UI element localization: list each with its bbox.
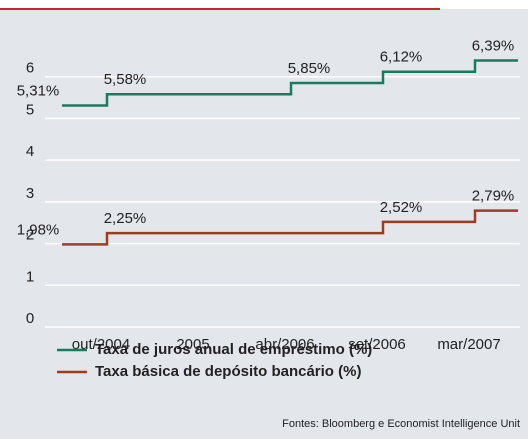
data-label: 1,98% <box>17 221 60 238</box>
data-label: 2,52% <box>380 199 423 216</box>
y-tick-label: 4 <box>26 143 34 160</box>
data-label: 5,31% <box>17 82 60 99</box>
x-tick-label: 2005 <box>176 336 209 353</box>
data-label: 2,25% <box>104 210 147 227</box>
x-tick-label: set/2006 <box>348 336 406 353</box>
step-line <box>62 209 518 246</box>
top-strip <box>0 0 528 9</box>
data-label: 6,39% <box>472 37 515 54</box>
data-label: 5,85% <box>288 60 331 77</box>
source: Fontes: Bloomberg e Economist Intelligen… <box>282 418 520 430</box>
x-tick-label: out/2004 <box>72 336 130 353</box>
step-line <box>62 59 518 107</box>
x-tick-label: abr/2006 <box>255 336 314 353</box>
y-tick-label: 3 <box>26 185 34 202</box>
y-tick-label: 5 <box>26 101 34 118</box>
legend-text: Taxa de juros anual de empréstimo (%) <box>95 341 372 358</box>
data-label: 5,58% <box>104 71 147 88</box>
y-tick-label: 6 <box>26 60 34 77</box>
data-label: 2,79% <box>472 188 515 205</box>
data-label: 6,12% <box>380 49 423 66</box>
legend-text: Taxa básica de depósito bancário (%) <box>95 363 361 380</box>
x-tick-label: mar/2007 <box>437 336 500 353</box>
y-tick-label: 2 <box>26 227 34 244</box>
y-tick-label: 1 <box>26 268 34 285</box>
y-tick-label: 0 <box>26 310 34 327</box>
